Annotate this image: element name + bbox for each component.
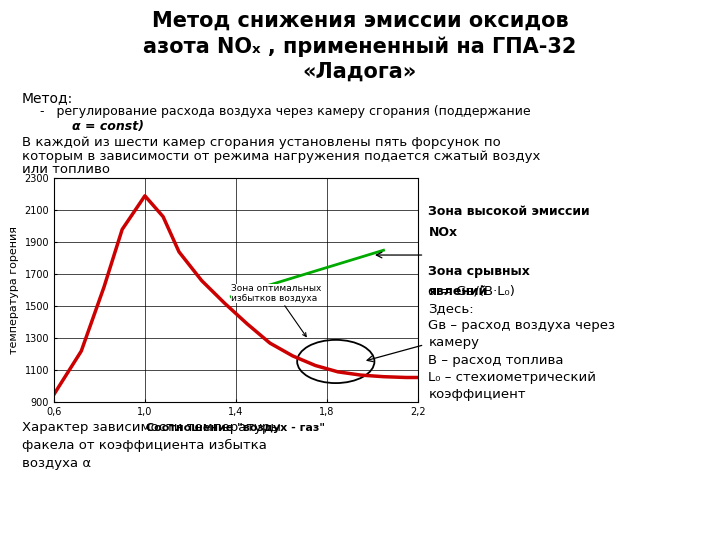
Y-axis label: температура горения: температура горения	[9, 226, 19, 354]
Text: α = const): α = const)	[72, 120, 144, 133]
Text: Зона срывных: Зона срывных	[428, 265, 530, 278]
Text: Характер зависимости температуры: Характер зависимости температуры	[22, 421, 281, 434]
Text: Метод:: Метод:	[22, 91, 73, 105]
Text: В каждой из шести камер сгорания установлены пять форсунок по: В каждой из шести камер сгорания установ…	[22, 136, 500, 149]
Text: факела от коэффициента избытка: факела от коэффициента избытка	[22, 439, 266, 452]
Text: явлений: явлений	[428, 285, 487, 298]
Text: «Ладога»: «Ладога»	[303, 62, 417, 82]
Text: Метод снижения эмиссии оксидов: Метод снижения эмиссии оксидов	[152, 11, 568, 31]
Text: L₀ – стехиометрический: L₀ – стехиометрический	[428, 371, 596, 384]
Text: Зона оптимальных
избытков воздуха: Зона оптимальных избытков воздуха	[231, 284, 322, 336]
Text: α = Gв/(B·L₀): α = Gв/(B·L₀)	[428, 285, 516, 298]
Text: Gв – расход воздуха через: Gв – расход воздуха через	[428, 319, 616, 332]
Text: NOx: NOx	[428, 226, 457, 239]
Text: Зона высокой эмиссии: Зона высокой эмиссии	[428, 205, 590, 218]
X-axis label: Соотношение "воздух - газ": Соотношение "воздух - газ"	[146, 423, 325, 433]
Text: которым в зависимости от режима нагружения подается сжатый воздух: которым в зависимости от режима нагружен…	[22, 150, 540, 163]
Text: воздуха α: воздуха α	[22, 457, 91, 470]
Text: -   регулирование расхода воздуха через камеру сгорания (поддержание: - регулирование расхода воздуха через ка…	[40, 105, 530, 118]
Text: Здесь:: Здесь:	[428, 302, 474, 315]
Text: или топливо: или топливо	[22, 163, 109, 176]
Text: азота NOₓ , примененный на ГПА-32: азота NOₓ , примененный на ГПА-32	[143, 36, 577, 57]
Text: В – расход топлива: В – расход топлива	[428, 354, 564, 367]
Text: камеру: камеру	[428, 336, 480, 349]
Text: коэффициент: коэффициент	[428, 388, 526, 401]
